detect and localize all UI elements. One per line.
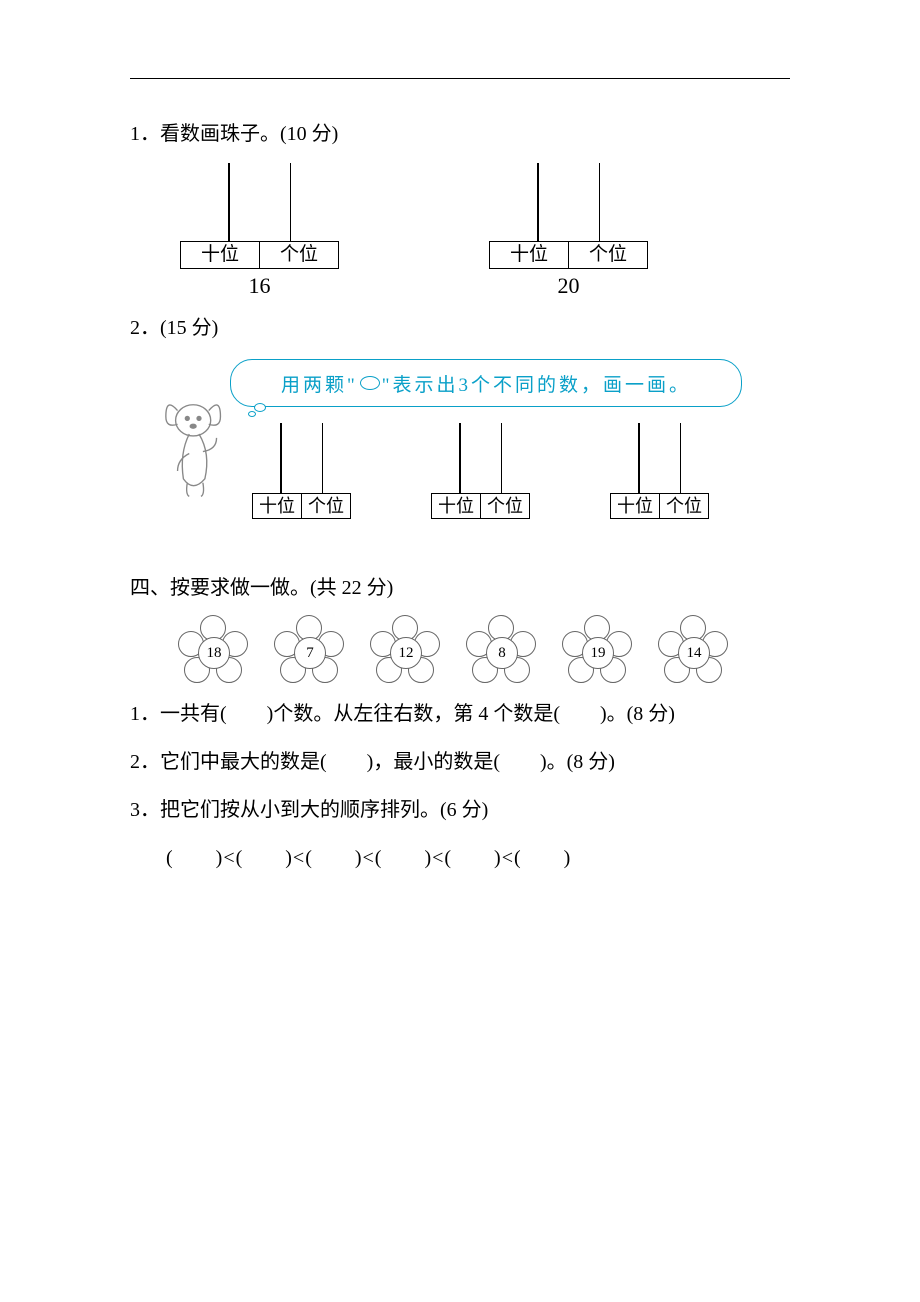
abacus-small-3: 十位 个位 [610, 423, 709, 519]
tens-label: 十位 [181, 242, 259, 268]
q2-figure: 用两颗" "表示出3个不同的数，画一画。 [160, 359, 790, 559]
section4-q1: 1．一共有( )个数。从左往右数，第 4 个数是( )。(8 分) [130, 695, 790, 733]
q2-label: 2．(15 分) [130, 309, 790, 347]
abacus-1: 十位 个位 16 [180, 163, 339, 299]
ones-label: 个位 [568, 242, 647, 268]
q1-figure-row: 十位 个位 16 十位 个位 20 [180, 163, 790, 299]
flower-5: 19 [562, 617, 630, 685]
dog-icon [160, 395, 238, 502]
abacus-base: 十位 个位 [180, 241, 339, 269]
abacus-poles [537, 163, 600, 241]
abacus-small-2: 十位 个位 [431, 423, 530, 519]
speech-bubble: 用两颗" "表示出3个不同的数，画一画。 [230, 359, 742, 407]
section4-ordering: ( )<( )<( )<( )<( )<( ) [166, 839, 790, 877]
flower-number: 18 [198, 637, 230, 669]
q1-label: 1．看数画珠子。(10 分) [130, 115, 790, 153]
top-rule [130, 78, 790, 79]
flower-2: 7 [274, 617, 342, 685]
flower-number: 14 [678, 637, 710, 669]
abacus-number: 16 [249, 273, 271, 299]
pole [228, 163, 230, 241]
flower-6: 14 [658, 617, 726, 685]
tens-label: 十位 [432, 494, 480, 518]
section4-q2: 2．它们中最大的数是( )，最小的数是( )。(8 分) [130, 743, 790, 781]
abacus-poles [228, 163, 291, 241]
abacus-number: 20 [558, 273, 580, 299]
abacus-small-1: 十位 个位 [252, 423, 351, 519]
bead-icon [360, 376, 380, 390]
flower-number: 8 [486, 637, 518, 669]
pole [599, 163, 601, 241]
pole [290, 163, 292, 241]
q2-abaci-row: 十位 个位 十位 个位 十位 个位 [252, 423, 709, 519]
flowers-row: 18 7 12 8 19 14 [178, 617, 790, 685]
section4-q3: 3．把它们按从小到大的顺序排列。(6 分) [130, 791, 790, 829]
section4-heading: 四、按要求做一做。(共 22 分) [130, 569, 790, 607]
abacus-2: 十位 个位 20 [489, 163, 648, 299]
flower-number: 7 [294, 637, 326, 669]
flower-number: 19 [582, 637, 614, 669]
flower-3: 12 [370, 617, 438, 685]
ones-label: 个位 [659, 494, 708, 518]
bubble-tail-icon [248, 401, 270, 423]
bubble-text-post: "表示出3个不同的数，画一画。 [382, 370, 691, 397]
pole [537, 163, 539, 241]
flower-number: 12 [390, 637, 422, 669]
ones-label: 个位 [480, 494, 529, 518]
ones-label: 个位 [259, 242, 338, 268]
flower-4: 8 [466, 617, 534, 685]
tens-label: 十位 [490, 242, 568, 268]
worksheet-page: 1．看数画珠子。(10 分) 十位 个位 16 十位 个位 20 [0, 0, 920, 1302]
ones-label: 个位 [301, 494, 350, 518]
abacus-base: 十位 个位 [489, 241, 648, 269]
tens-label: 十位 [611, 494, 659, 518]
tens-label: 十位 [253, 494, 301, 518]
flower-1: 18 [178, 617, 246, 685]
bubble-text-pre: 用两颗" [281, 370, 358, 397]
